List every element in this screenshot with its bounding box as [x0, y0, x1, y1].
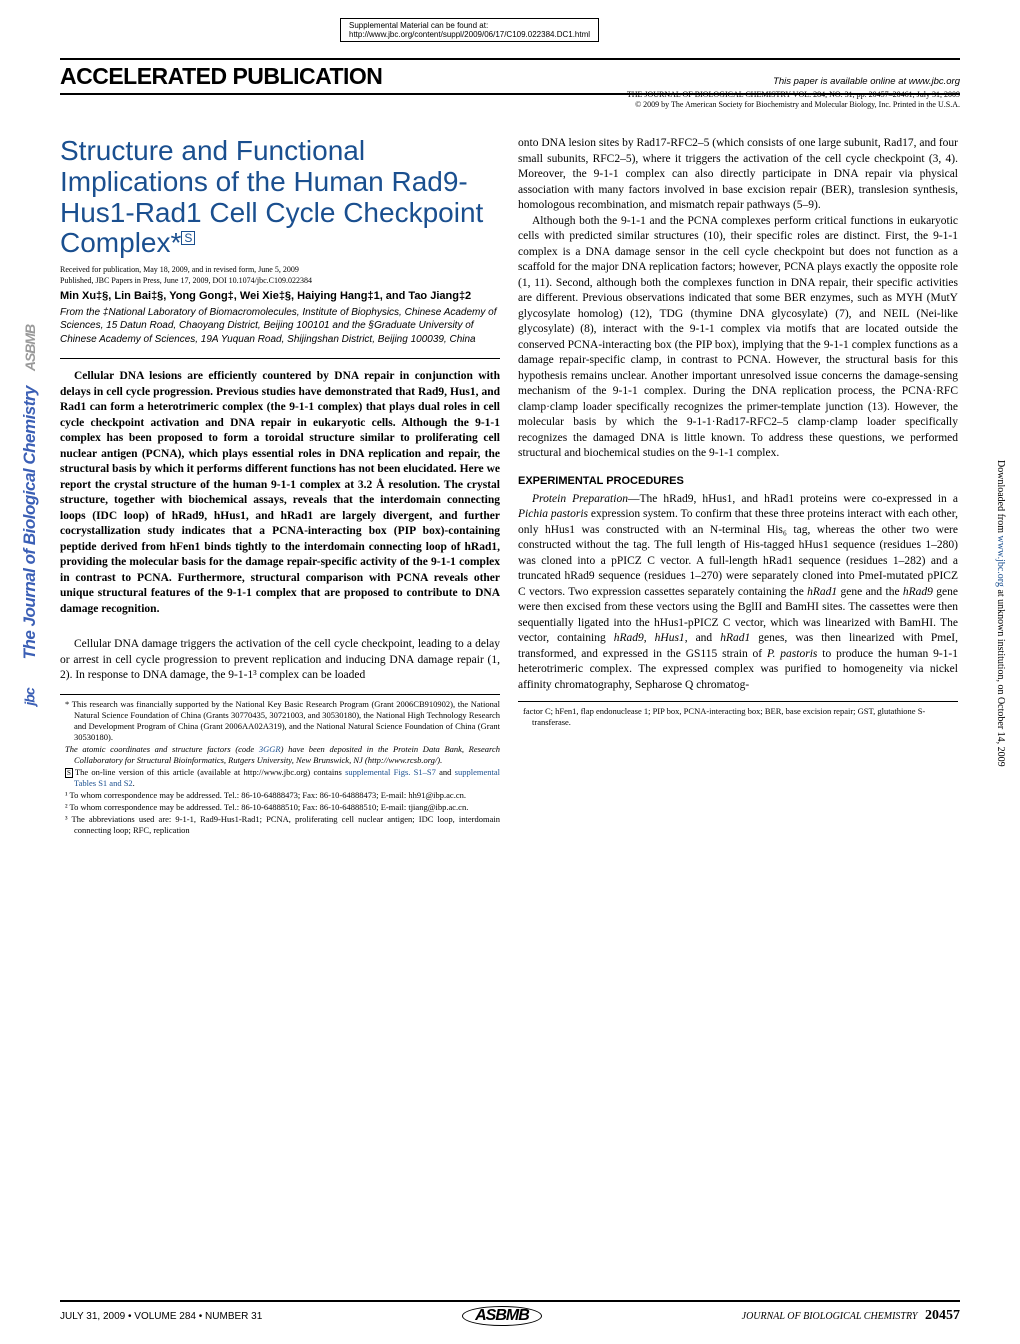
footnote-corr1: ¹ To whom correspondence may be addresse…	[60, 790, 500, 801]
supplemental-figs-link[interactable]: supplemental Figs. S1–S7	[345, 767, 436, 777]
footnote-funding: * This research was financially supporte…	[60, 699, 500, 743]
left-column: Structure and Functional Implications of…	[60, 136, 500, 838]
published-line: Published, JBC Papers in Press, June 17,…	[60, 276, 500, 287]
page-number: 20457	[925, 1308, 960, 1323]
footer-left: JULY 31, 2009 • VOLUME 284 • NUMBER 31	[60, 1311, 262, 1322]
affiliations: From the ‡National Laboratory of Biomacr…	[60, 306, 500, 347]
right-p2: Although both the 9-1-1 and the PCNA com…	[518, 214, 958, 462]
footnote-atomic: The atomic coordinates and structure fac…	[60, 744, 500, 766]
accelerated-title: ACCELERATED PUBLICATION	[60, 63, 382, 90]
left-sidebar: ASBMB The Journal of Biological Chemistr…	[12, 340, 48, 940]
footer-logo: ASBMB	[462, 1306, 542, 1326]
supplemental-line1: Supplemental Material can be found at:	[349, 21, 590, 30]
right-p1: onto DNA lesion sites by Rad17-RFC2–5 (w…	[518, 136, 958, 214]
article-title-text: Structure and Functional Implications of…	[60, 135, 483, 258]
right-body: onto DNA lesion sites by Rad17-RFC2–5 (w…	[518, 136, 958, 693]
right-sidebar: Downloaded from www.jbc.org at unknown i…	[995, 460, 1006, 767]
right-sidebar-post: at unknown institution, on October 14, 2…	[995, 587, 1006, 767]
article-title: Structure and Functional Implications of…	[60, 136, 500, 259]
footer-right: JOURNAL OF BIOLOGICAL CHEMISTRY 20457	[742, 1308, 960, 1324]
jbc-logo: jbc	[22, 689, 38, 706]
pdb-link[interactable]: 3GGR	[259, 744, 281, 754]
supplemental-box: Supplemental Material can be found at: h…	[340, 18, 599, 42]
right-p3: Protein Preparation—The hRad9, hHus1, an…	[518, 492, 958, 694]
sidebar-journal-text: The Journal of Biological Chemistry	[20, 386, 40, 659]
journal-info: THE JOURNAL OF BIOLOGICAL CHEMISTRY VOL.…	[627, 90, 960, 111]
abstract: Cellular DNA lesions are efficiently cou…	[60, 358, 500, 617]
accelerated-right: This paper is available online at www.jb…	[773, 76, 960, 87]
intro-paragraph: Cellular DNA damage triggers the activat…	[60, 637, 500, 684]
footnotes-left: * This research was financially supporte…	[60, 699, 500, 837]
authors: Min Xu‡§, Lin Bai‡§, Yong Gong‡, Wei Xie…	[60, 289, 500, 304]
right-column: onto DNA lesion sites by Rad17-RFC2–5 (w…	[518, 136, 958, 838]
supplemental-s-icon-small: S	[65, 768, 73, 778]
right-sidebar-link[interactable]: www.jbc.org	[995, 536, 1006, 587]
journal-info-line1: THE JOURNAL OF BIOLOGICAL CHEMISTRY VOL.…	[627, 90, 960, 100]
received-line: Received for publication, May 18, 2009, …	[60, 265, 500, 276]
footnote-corr2: ² To whom correspondence may be addresse…	[60, 802, 500, 813]
journal-info-line2: © 2009 by The American Society for Bioch…	[627, 100, 960, 110]
footnotes-right: factor C; hFen1, flap endonuclease 1; PI…	[518, 701, 958, 728]
footnote-online: SThe on-line version of this article (av…	[60, 767, 500, 789]
footnote-divider	[60, 694, 500, 695]
supplemental-s-icon: S	[181, 231, 195, 245]
abstract-text: Cellular DNA lesions are efficiently cou…	[60, 369, 500, 617]
supplemental-line2[interactable]: http://www.jbc.org/content/suppl/2009/06…	[349, 30, 590, 39]
footnote-abbrev: ³ The abbreviations used are: 9-1-1, Rad…	[60, 814, 500, 836]
experimental-heading: EXPERIMENTAL PROCEDURES	[518, 474, 958, 489]
right-sidebar-pre: Downloaded from	[995, 460, 1006, 536]
intro-text: Cellular DNA damage triggers the activat…	[60, 637, 500, 684]
page-footer: JULY 31, 2009 • VOLUME 284 • NUMBER 31 A…	[60, 1300, 960, 1326]
main-content: Structure and Functional Implications of…	[60, 136, 960, 838]
asbmb-logo: ASBMB	[22, 325, 38, 371]
footer-journal-name: JOURNAL OF BIOLOGICAL CHEMISTRY	[742, 1311, 918, 1322]
